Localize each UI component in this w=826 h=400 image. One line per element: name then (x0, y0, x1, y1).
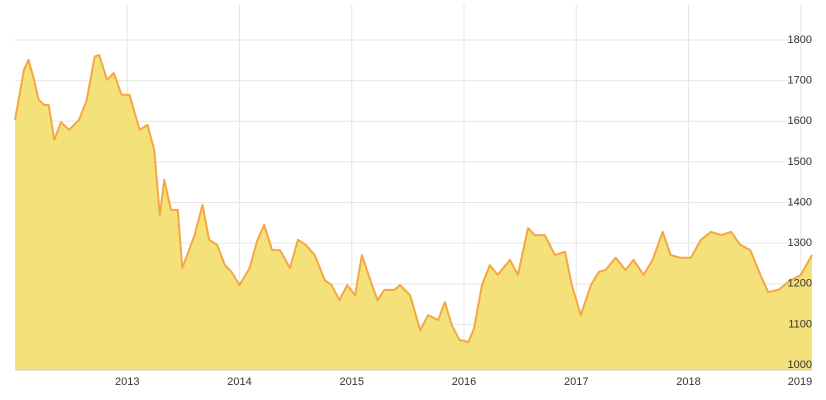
x-tick-label: 2016 (452, 376, 476, 388)
x-tick-label: 2013 (115, 376, 139, 388)
y-tick-label: 1700 (788, 75, 812, 87)
y-tick-label: 1400 (788, 196, 812, 208)
y-tick-label: 1800 (788, 34, 812, 46)
y-tick-label: 1100 (788, 318, 812, 330)
x-tick-label: 2015 (340, 376, 364, 388)
y-tick-label: 1600 (788, 115, 812, 127)
x-tick-label: 2018 (676, 376, 700, 388)
y-tick-label: 1300 (788, 237, 812, 249)
area (15, 55, 812, 370)
x-tick-label: 2014 (227, 376, 251, 388)
x-tick-label: 2019 (788, 376, 812, 388)
y-tick-label: 1500 (788, 156, 812, 168)
y-tick-label: 1000 (788, 359, 812, 371)
x-tick-label: 2017 (564, 376, 588, 388)
line (14, 54, 813, 343)
y-tick-label: 1200 (788, 278, 812, 290)
